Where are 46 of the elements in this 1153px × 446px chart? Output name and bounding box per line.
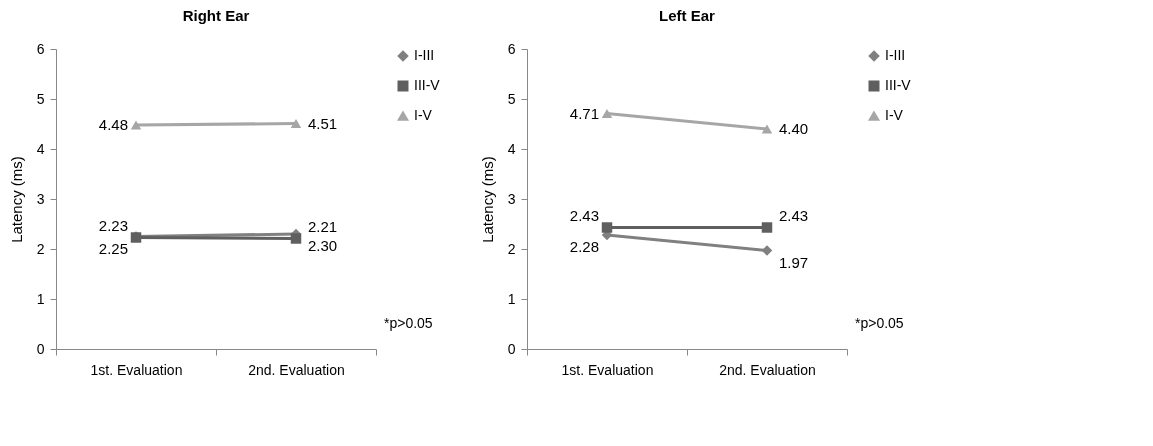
text: *p>0.05 (855, 315, 904, 331)
y-tick-label: 6 (36, 40, 45, 57)
y-tick-label: 3 (507, 190, 516, 207)
y-tick-label: 2 (36, 240, 45, 257)
chart-title: Right Ear (182, 7, 250, 24)
x-tick-label: 1st. Evaluation (561, 361, 654, 378)
data-label: 4.40 (779, 120, 809, 137)
x-tick-label: 2nd. Evaluation (248, 361, 345, 378)
y-tick-label: 4 (507, 140, 516, 157)
legend-label: I-III (414, 47, 435, 63)
y-axis-title: Latency (ms) (7, 156, 25, 243)
data-label: 1.97 (779, 253, 809, 271)
point (761, 245, 773, 256)
data-label: 4.51 (308, 114, 338, 132)
y-tick-label: 1 (507, 290, 516, 307)
legend-label: I-V (414, 107, 433, 123)
y-tick-label: 6 (507, 40, 516, 57)
y-tick-label: 5 (36, 90, 45, 107)
x-tick-label: 2nd. Evaluation (719, 361, 816, 378)
point (290, 233, 302, 244)
y-tick-label: 5 (507, 90, 516, 107)
data-label: 2.25 (98, 239, 128, 257)
y-tick-label: 3 (36, 190, 45, 207)
data-label: 2.28 (569, 238, 599, 255)
legend-label: III-V (414, 77, 441, 93)
y-tick-label: 4 (36, 140, 45, 157)
chart-title: Left Ear (659, 7, 716, 24)
legend-label: I-V (885, 107, 904, 123)
data-label: 2.30 (308, 237, 338, 254)
y-tick-label: 0 (507, 340, 516, 357)
data-label: 2.43 (569, 206, 599, 224)
text: *p>0.05 (384, 315, 433, 331)
data-label: 4.48 (98, 116, 128, 133)
data-label: 2.21 (308, 217, 338, 235)
x-tick-label: 1st. Evaluation (90, 361, 183, 378)
data-label: 2.43 (779, 206, 809, 224)
legend-label: I-III (885, 47, 906, 63)
data-label: 2.23 (98, 216, 128, 234)
point (761, 222, 773, 233)
y-axis-title: Latency (ms) (478, 156, 496, 243)
point (601, 222, 613, 233)
data-label: 4.71 (569, 104, 599, 122)
legend-label: III-V (885, 77, 912, 93)
y-tick-label: 1 (36, 290, 45, 307)
y-tick-label: 0 (36, 340, 45, 357)
y-tick-label: 2 (507, 240, 516, 257)
